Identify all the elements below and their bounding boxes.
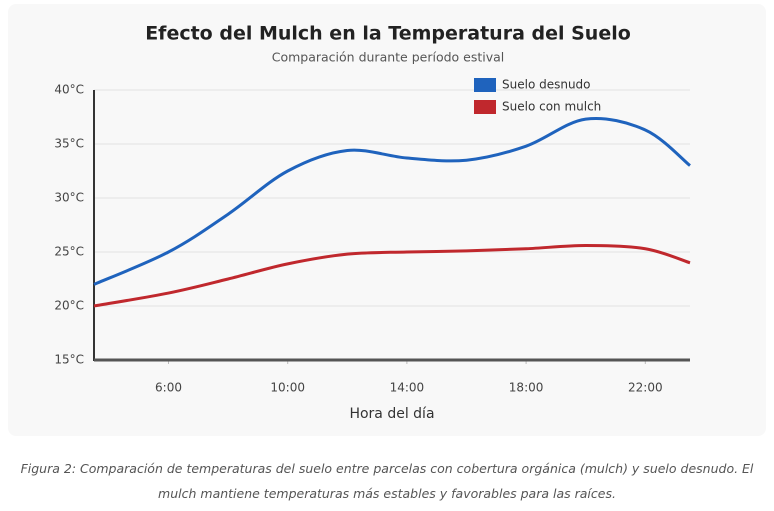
series-line: [93, 117, 691, 286]
y-tick-label: 30°C: [54, 191, 84, 205]
y-tick-label: 20°C: [54, 299, 84, 313]
x-axis-label: Hora del día: [349, 406, 434, 422]
legend-label: Suelo con mulch: [502, 100, 601, 114]
x-tick-label: 6:00: [155, 381, 182, 395]
x-tick-label: 18:00: [509, 381, 544, 395]
caption: Figura 2: Comparación de temperaturas de…: [20, 461, 754, 501]
chart: Efecto del Mulch en la Temperatura del S…: [54, 23, 691, 422]
chart-title: Efecto del Mulch en la Temperatura del S…: [145, 23, 631, 45]
x-tick-label: 14:00: [390, 381, 425, 395]
y-tick-label: 40°C: [54, 83, 84, 97]
chart-subtitle: Comparación durante período estival: [272, 50, 505, 65]
y-tick-label: 15°C: [54, 353, 84, 367]
series-line: [93, 244, 691, 308]
legend-swatch: [474, 78, 496, 92]
x-tick-label: 22:00: [628, 381, 663, 395]
y-tick-label: 25°C: [54, 245, 84, 259]
legend-swatch: [474, 100, 496, 114]
legend-label: Suelo desnudo: [502, 78, 591, 92]
x-tick-label: 10:00: [270, 381, 305, 395]
chart-card: [8, 4, 766, 436]
y-tick-label: 35°C: [54, 137, 84, 151]
